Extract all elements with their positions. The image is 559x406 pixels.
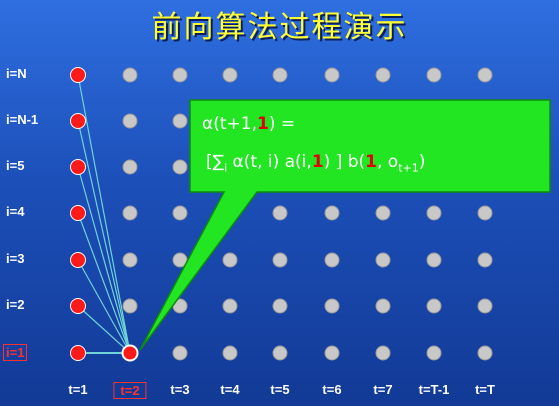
column-label-t-2: t=2 — [113, 382, 147, 399]
formula-alpha-term: α(t+1, — [202, 114, 257, 134]
state-node — [272, 252, 288, 268]
formula-sum-subscript: i — [224, 161, 228, 175]
state-node — [172, 205, 188, 221]
active-state-node — [70, 252, 86, 268]
formula-line-2: [∑i α(t, i) a(i,1) ] b(1, ot+1) — [206, 152, 425, 174]
state-node — [375, 67, 391, 83]
state-node — [272, 205, 288, 221]
formula-b-term: ) ] b( — [323, 152, 366, 172]
state-node — [477, 252, 493, 268]
state-node — [122, 252, 138, 268]
state-node — [272, 345, 288, 361]
transition-line — [77, 212, 131, 354]
state-node — [477, 345, 493, 361]
active-state-node — [70, 159, 86, 175]
state-node — [324, 252, 340, 268]
row-label-i-2: i=2 — [6, 297, 25, 312]
state-node — [426, 252, 442, 268]
callout-box — [139, 99, 551, 351]
row-label-i-4: i=4 — [6, 204, 25, 219]
state-node — [477, 298, 493, 314]
column-label-t-5: t=5 — [270, 382, 290, 397]
formula-transition-index: 1 — [311, 152, 324, 172]
state-node — [122, 159, 138, 175]
state-node — [426, 67, 442, 83]
transition-line — [77, 259, 131, 354]
column-label-t-6: t=6 — [322, 382, 342, 397]
state-node — [477, 67, 493, 83]
active-state-node — [70, 205, 86, 221]
row-label-i-1: i=1 — [3, 344, 28, 361]
state-node — [426, 345, 442, 361]
state-node — [172, 113, 188, 129]
state-node — [122, 205, 138, 221]
state-node — [272, 298, 288, 314]
row-label-i-N-1: i=N-1 — [6, 112, 39, 127]
formula-observation: , o — [377, 152, 399, 172]
state-node — [426, 298, 442, 314]
column-label-t-7: t=7 — [373, 382, 393, 397]
active-state-node — [70, 298, 86, 314]
formula-equals: ) = — [268, 114, 296, 134]
state-node — [222, 67, 238, 83]
state-node — [477, 205, 493, 221]
state-node — [172, 345, 188, 361]
transition-line — [77, 305, 131, 354]
transition-line — [77, 74, 131, 354]
page-title: 前向算法过程演示 — [151, 10, 408, 45]
active-state-node — [121, 344, 139, 362]
formula-emission-index: 1 — [365, 152, 377, 172]
state-node — [272, 67, 288, 83]
formula-observation-subscript: t+1 — [398, 161, 419, 175]
column-label-t-4: t=4 — [220, 382, 240, 397]
column-label-t-T-1: t=T-1 — [418, 382, 450, 397]
state-node — [122, 113, 138, 129]
transition-line — [77, 166, 131, 354]
state-node — [324, 67, 340, 83]
state-node — [375, 252, 391, 268]
state-node — [375, 298, 391, 314]
state-node — [222, 298, 238, 314]
active-state-node — [70, 67, 86, 83]
column-label-t-1: t=1 — [68, 382, 88, 397]
state-node — [222, 252, 238, 268]
row-label-i-3: i=3 — [6, 251, 25, 266]
active-state-node — [70, 113, 86, 129]
transition-line — [77, 120, 131, 354]
formula-line-1: α(t+1,1) = — [202, 114, 295, 134]
row-label-i-N: i=N — [6, 66, 27, 81]
column-label-t-T: t=T — [475, 382, 495, 397]
callout-formula: α(t+1,1) = [∑i α(t, i) a(i,1) ] b(1, ot+… — [198, 100, 550, 192]
formula-close-paren: ) — [418, 152, 426, 172]
state-node — [122, 67, 138, 83]
formula-state-index: 1 — [256, 114, 269, 134]
state-node — [122, 298, 138, 314]
state-node — [375, 205, 391, 221]
state-node — [324, 298, 340, 314]
state-node — [324, 345, 340, 361]
row-label-i-5: i=5 — [6, 158, 25, 173]
formula-sum-symbol: [∑ — [206, 152, 225, 172]
state-node — [426, 205, 442, 221]
formula-alpha-a-term: α(t, i) a(i, — [227, 152, 312, 172]
column-label-t-3: t=3 — [170, 382, 190, 397]
state-node — [222, 345, 238, 361]
active-state-node — [70, 345, 86, 361]
state-node — [324, 205, 340, 221]
state-node — [172, 67, 188, 83]
state-node — [375, 345, 391, 361]
state-node — [172, 159, 188, 175]
